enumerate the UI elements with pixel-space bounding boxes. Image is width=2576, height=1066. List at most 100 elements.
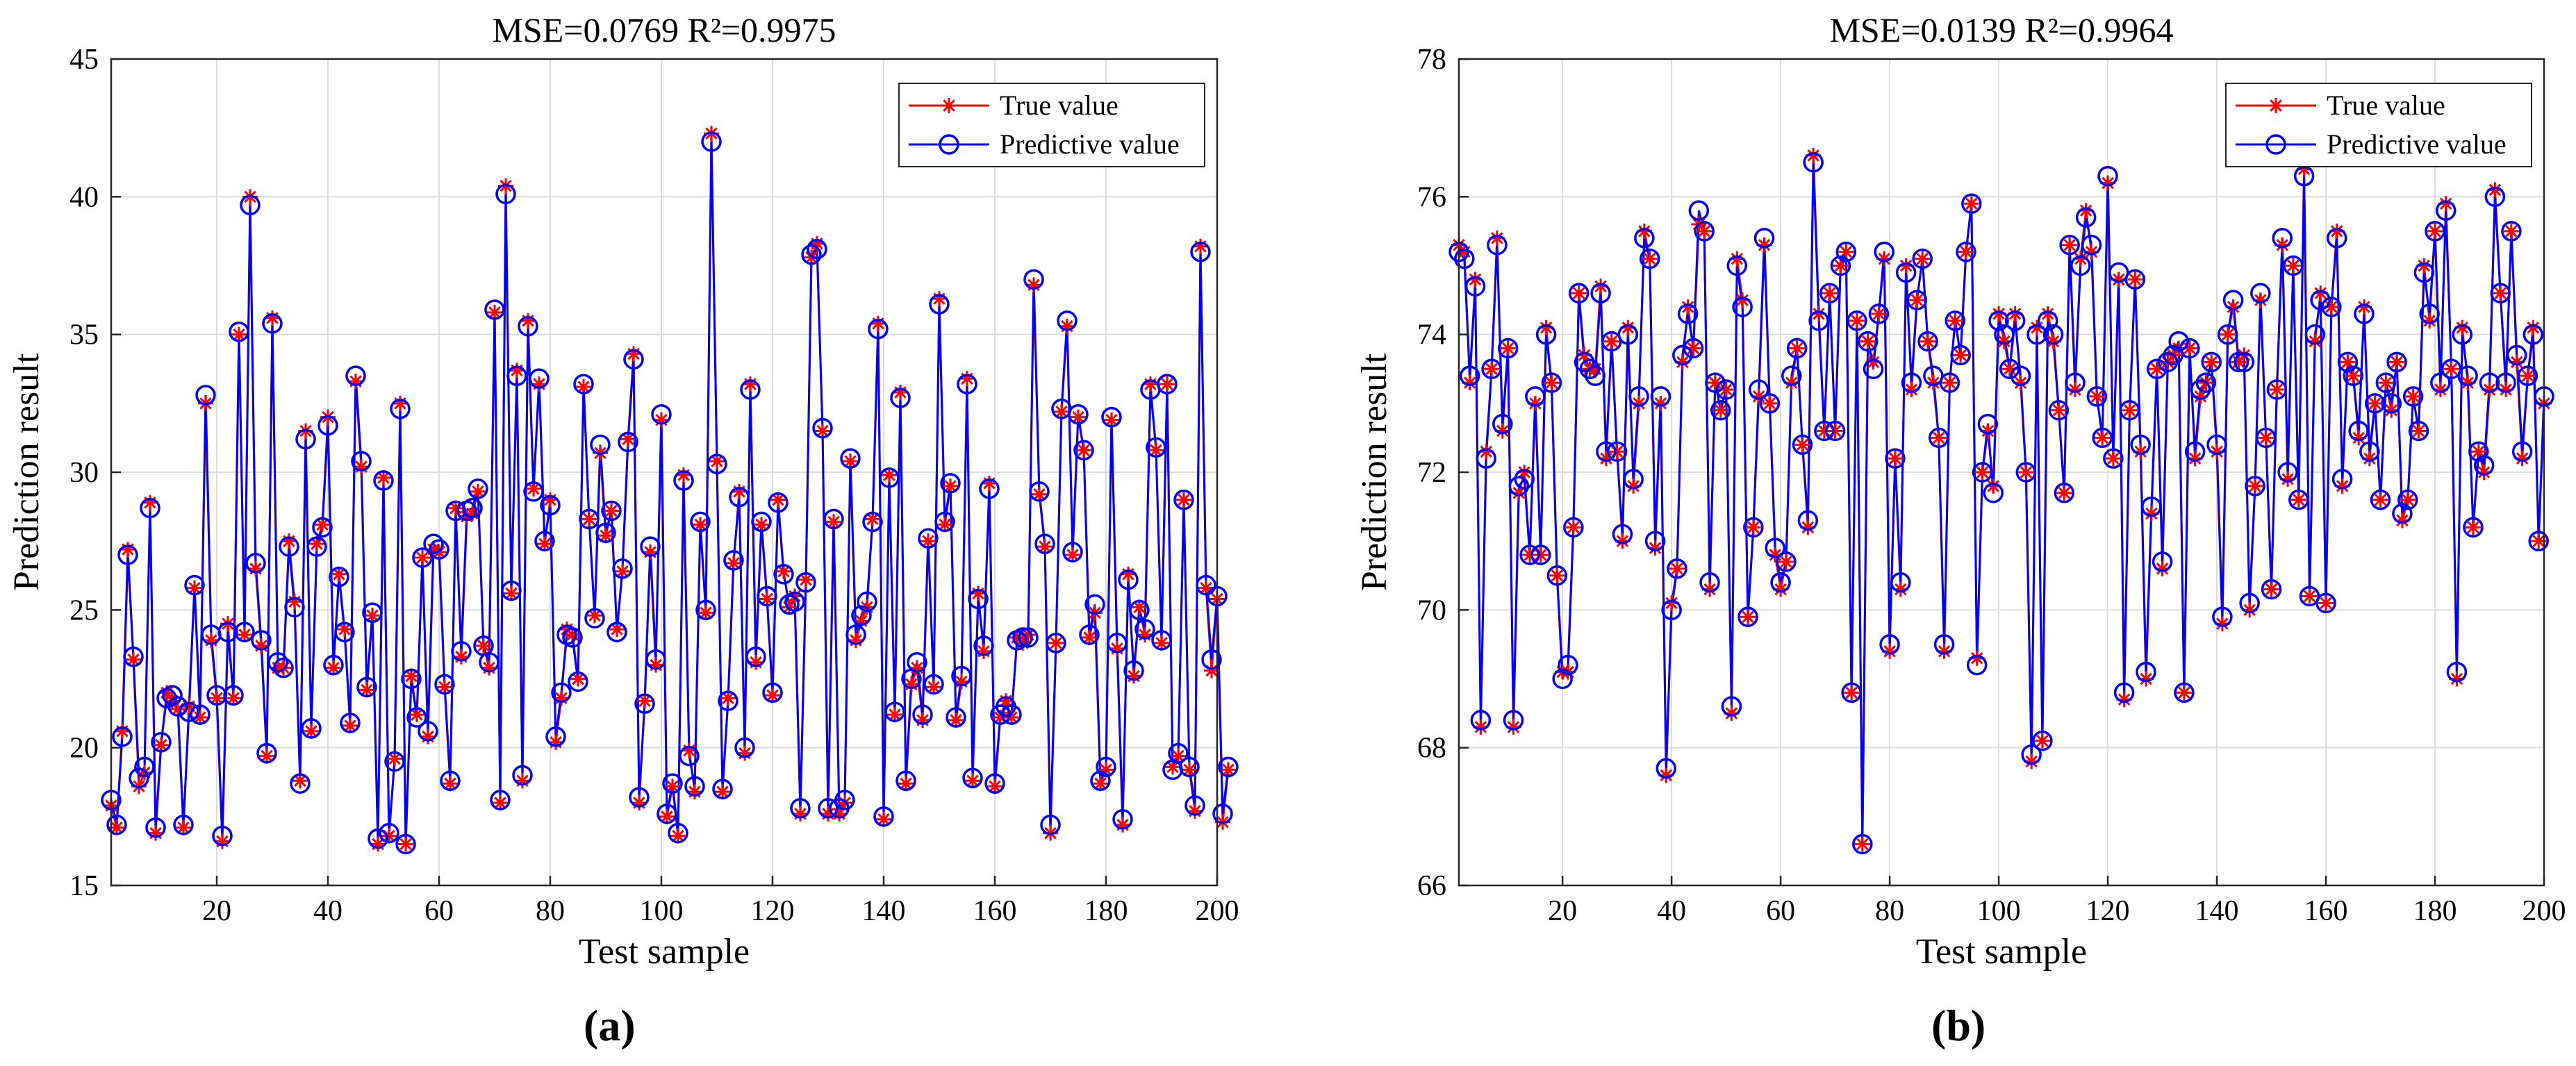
data-point xyxy=(1732,297,1753,317)
data-point xyxy=(2310,290,2331,310)
x-tick-label: 60 xyxy=(424,895,454,927)
series-markers-0 xyxy=(1451,147,2552,852)
data-point xyxy=(1936,643,1952,659)
data-point xyxy=(670,828,686,844)
data-point xyxy=(884,701,905,722)
data-point xyxy=(1669,560,1685,576)
data-point xyxy=(1909,292,1925,308)
data-point xyxy=(1606,441,1628,462)
data-point xyxy=(1868,303,1890,324)
data-point xyxy=(545,726,566,747)
data-point xyxy=(1090,770,1111,792)
y-tick-label: 70 xyxy=(1417,594,1446,626)
x-tick-label: 20 xyxy=(1548,895,1577,927)
data-point xyxy=(109,819,124,835)
data-point xyxy=(2212,606,2233,627)
x-tick-label: 120 xyxy=(2086,895,2130,927)
data-point xyxy=(723,550,744,571)
data-point xyxy=(623,349,644,370)
data-point xyxy=(2092,427,2113,449)
data-point xyxy=(1132,599,1147,615)
data-point xyxy=(573,374,594,394)
data-point xyxy=(570,671,586,687)
data-point xyxy=(2136,661,2156,683)
data-point xyxy=(1667,558,1687,579)
data-point xyxy=(1737,606,1758,627)
data-point xyxy=(645,649,666,670)
legend-marker xyxy=(939,134,959,155)
data-point xyxy=(1023,269,1044,290)
data-point xyxy=(495,183,516,205)
data-point xyxy=(1221,762,1236,778)
data-point xyxy=(2072,251,2088,267)
data-point xyxy=(1623,469,1644,490)
data-point xyxy=(1146,437,1166,458)
data-point xyxy=(1647,540,1663,556)
data-point xyxy=(832,806,847,822)
data-point xyxy=(1079,624,1100,645)
data-point xyxy=(1988,310,2009,331)
data-point xyxy=(2024,753,2040,769)
data-point xyxy=(2517,365,2538,386)
data-point xyxy=(2372,492,2388,508)
data-point xyxy=(2013,375,2029,391)
data-point xyxy=(2378,375,2394,391)
data-point xyxy=(895,770,916,792)
data-point xyxy=(2201,351,2222,373)
data-point xyxy=(1767,547,1783,563)
data-point xyxy=(154,737,169,753)
data-point xyxy=(2465,519,2481,535)
data-point xyxy=(2460,375,2476,391)
data-point xyxy=(2427,223,2443,239)
data-point xyxy=(1814,420,1835,442)
data-point xyxy=(893,384,908,400)
data-point xyxy=(1497,338,1519,359)
data-point xyxy=(401,668,422,690)
data-point xyxy=(2051,402,2067,418)
data-point xyxy=(1201,649,1222,670)
data-point xyxy=(448,500,463,516)
data-point xyxy=(2443,361,2459,377)
data-point xyxy=(356,676,377,698)
data-point xyxy=(2525,319,2541,335)
data-point xyxy=(2021,744,2042,765)
x-tick-label: 100 xyxy=(640,895,684,927)
data-point xyxy=(2457,365,2478,386)
data-point xyxy=(2487,182,2503,198)
data-point xyxy=(1656,758,1677,779)
data-point xyxy=(2400,492,2416,508)
data-point xyxy=(737,745,752,761)
data-point xyxy=(1478,444,1494,460)
data-point xyxy=(820,806,836,822)
data-point xyxy=(142,494,158,510)
data-point xyxy=(192,710,208,726)
data-point xyxy=(937,517,952,533)
data-point xyxy=(351,451,372,472)
data-point xyxy=(1985,478,2001,494)
series-markers-1 xyxy=(101,131,1239,855)
data-point xyxy=(2484,186,2506,208)
data-point xyxy=(801,244,822,265)
data-point xyxy=(2520,368,2536,384)
data-point xyxy=(1794,437,1810,453)
data-point xyxy=(184,574,205,596)
data-point xyxy=(2127,272,2143,288)
data-point xyxy=(579,508,600,530)
data-point xyxy=(2045,333,2061,349)
data-point xyxy=(2242,602,2258,618)
data-point xyxy=(2285,258,2301,274)
data-point xyxy=(946,707,966,728)
data-point xyxy=(920,533,936,549)
data-point xyxy=(2296,161,2312,177)
data-point xyxy=(2001,361,2017,377)
data-point xyxy=(2449,671,2465,687)
x-tick-label: 80 xyxy=(1875,895,1904,927)
data-point xyxy=(2476,465,2492,480)
data-point xyxy=(993,710,1008,726)
data-point xyxy=(1552,668,1573,690)
data-point xyxy=(2501,221,2522,242)
data-point xyxy=(1107,633,1128,653)
data-point xyxy=(1912,248,1933,269)
data-point xyxy=(1576,347,1592,363)
data-point xyxy=(1522,547,1538,563)
